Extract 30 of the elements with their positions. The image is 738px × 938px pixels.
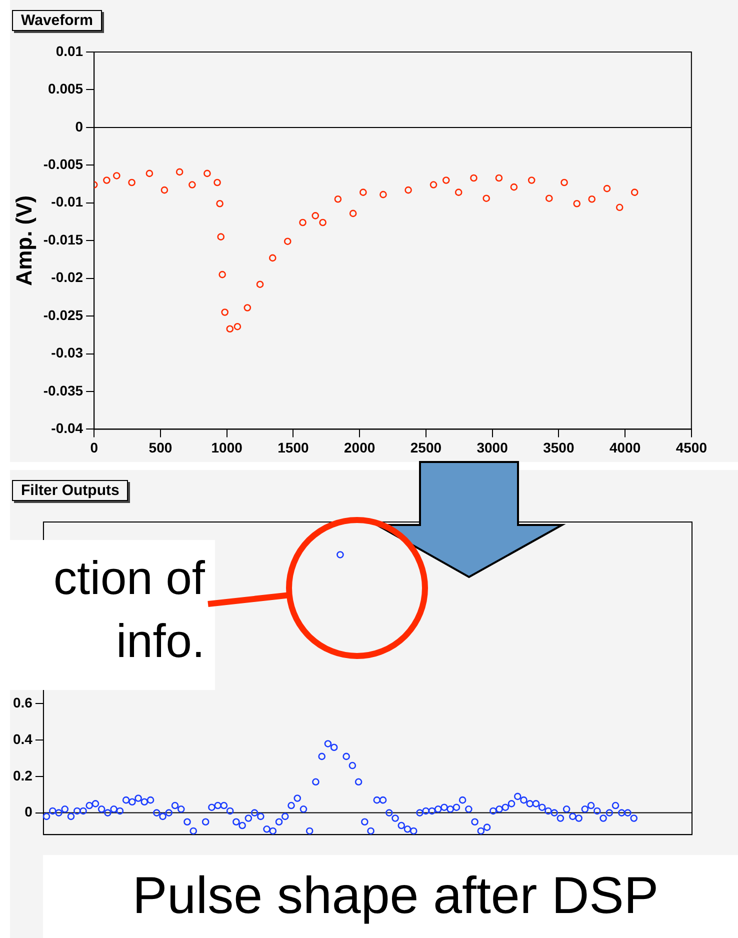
y-tick-label: 0 bbox=[75, 118, 84, 134]
y-tick-label: 0 bbox=[24, 804, 33, 820]
x-tick-label: 3000 bbox=[476, 439, 508, 456]
y-tick-label: -0.015 bbox=[43, 231, 84, 248]
x-tick-label: 4500 bbox=[676, 439, 708, 456]
y-tick-label: 0.005 bbox=[48, 80, 84, 97]
y-tick-label: -0.025 bbox=[43, 306, 84, 323]
y-tick-label: 0.2 bbox=[12, 767, 33, 784]
y-tick-label: 0.01 bbox=[56, 42, 84, 59]
y-tick-label: -0.02 bbox=[51, 269, 84, 286]
x-tick-label: 2000 bbox=[344, 439, 376, 456]
y-tick-label: -0.035 bbox=[43, 382, 84, 398]
y-tick-label: -0.04 bbox=[51, 420, 84, 436]
y-axis-title: Amp. (V) bbox=[11, 195, 36, 286]
annotation: ction of info. bbox=[10, 540, 215, 690]
text: Pulse shape after DSP bbox=[43, 855, 738, 938]
y-tick-label: -0.03 bbox=[51, 344, 84, 361]
x-tick-label: 1000 bbox=[211, 439, 243, 456]
x-tick-label: 3500 bbox=[543, 439, 574, 456]
x-tick-label: 0 bbox=[90, 439, 98, 456]
x-tick-label: 1500 bbox=[278, 439, 309, 456]
y-tick-label: -0.01 bbox=[51, 194, 84, 210]
x-tick-label: 2500 bbox=[410, 439, 442, 456]
y-tick-label: 0.6 bbox=[12, 694, 33, 711]
chart-title: Waveform bbox=[12, 10, 102, 31]
y-tick-label: 0.4 bbox=[12, 730, 33, 747]
x-tick-label: 500 bbox=[148, 439, 172, 456]
y-tick-label: -0.005 bbox=[43, 156, 84, 172]
x-tick-label: 4000 bbox=[609, 439, 641, 456]
chart-title: Filter Outputs bbox=[12, 480, 128, 501]
